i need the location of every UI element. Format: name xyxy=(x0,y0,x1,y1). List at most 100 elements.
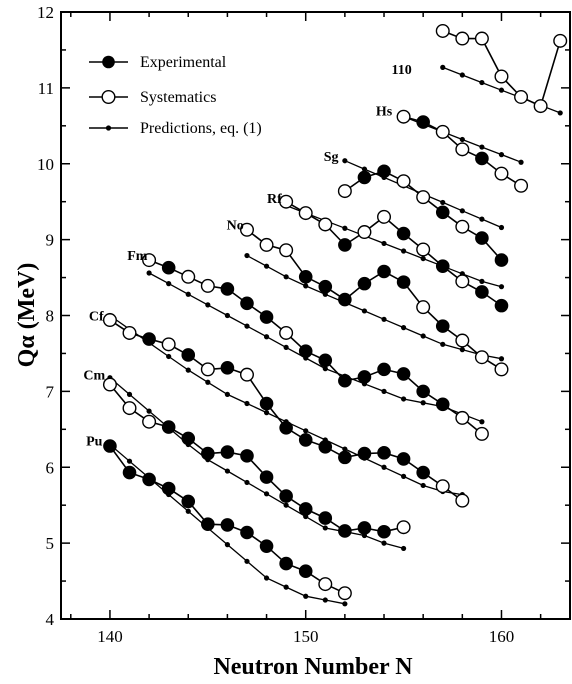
systematics-point xyxy=(122,401,137,416)
experimental-point xyxy=(298,270,313,284)
prediction-point xyxy=(440,64,446,70)
experimental-point xyxy=(279,489,293,503)
nucleus-label-no: No xyxy=(227,218,244,233)
prediction-point xyxy=(146,408,152,414)
prediction-point xyxy=(400,325,407,331)
prediction-point xyxy=(224,542,231,548)
systematics-point xyxy=(239,222,254,237)
prediction-point xyxy=(126,391,133,398)
plot-frame xyxy=(60,11,571,620)
nucleus-label-cm: Cm xyxy=(83,369,105,384)
systematics-point xyxy=(455,219,470,234)
systematics-point xyxy=(122,325,137,340)
experimental-point xyxy=(161,481,176,496)
nucleus-label-pu: Pu xyxy=(86,435,103,450)
systematics-point xyxy=(337,184,352,199)
experimental-point xyxy=(240,296,254,311)
prediction-point xyxy=(381,316,387,322)
y-tick-label: 5 xyxy=(46,534,55,553)
prediction-point xyxy=(440,199,446,206)
systematics-point xyxy=(474,350,489,365)
systematics-point xyxy=(239,367,254,382)
experimental-point xyxy=(181,494,196,509)
systematics-point xyxy=(435,479,450,494)
experimental-point xyxy=(357,276,372,291)
x-axis-title: Neutron Number N xyxy=(213,654,413,680)
series-hs xyxy=(396,109,529,193)
experimental-point xyxy=(122,465,137,480)
experimental-point xyxy=(279,420,293,435)
systematics-point xyxy=(396,520,411,535)
experimental-point xyxy=(338,238,352,252)
experimental-point xyxy=(377,264,391,279)
prediction-point xyxy=(381,240,387,247)
measured-line xyxy=(285,201,502,307)
systematics-point xyxy=(181,269,196,284)
systematics-point xyxy=(298,206,313,221)
experimental-point xyxy=(377,362,391,377)
prediction-point xyxy=(263,410,270,416)
systematics-point xyxy=(514,178,529,193)
experimental-point xyxy=(494,253,509,267)
systematics-point xyxy=(396,109,411,124)
prediction-point xyxy=(185,291,191,297)
experimental-point xyxy=(435,397,450,412)
systematics-point xyxy=(455,31,470,46)
experimental-point xyxy=(298,433,313,447)
prediction-point xyxy=(459,347,465,353)
prediction-point xyxy=(342,446,348,452)
prediction-point xyxy=(283,502,289,508)
prediction-point xyxy=(479,144,485,150)
prediction-point xyxy=(263,334,270,340)
experimental-point xyxy=(338,292,352,307)
prediction-point xyxy=(244,558,250,564)
prediction-point xyxy=(381,540,387,546)
y-axis-title: Qα (MeV) xyxy=(14,263,40,368)
prediction-point xyxy=(263,263,270,269)
experimental-point xyxy=(377,524,391,539)
prediction-line xyxy=(285,204,502,288)
legend-entry: Systematics xyxy=(89,89,216,106)
legend: Experimental Systematics Predictions, eq. … xyxy=(89,54,262,137)
experimental-point xyxy=(396,452,411,466)
measured-line xyxy=(109,383,404,533)
experimental-point xyxy=(318,439,333,454)
experimental-point xyxy=(298,344,313,358)
systematics-point xyxy=(318,577,333,592)
prediction-point xyxy=(322,597,328,603)
prediction-line xyxy=(246,255,502,360)
legend-entry: Predictions, eq. (1) xyxy=(89,120,262,137)
experimental-point xyxy=(259,396,274,411)
x-tick-label: 160 xyxy=(489,627,515,646)
experimental-point xyxy=(435,259,450,273)
axes: 140 150 160 4 5 6 7 8 9 10 11 12 xyxy=(37,3,571,646)
experimental-point xyxy=(279,556,293,571)
nucleus-label-hs: Hs xyxy=(376,105,393,120)
prediction-point xyxy=(185,508,191,514)
systematics-point xyxy=(435,23,450,38)
nucleus-label-fm: Fm xyxy=(127,249,148,264)
experimental-point xyxy=(357,170,372,185)
systematics-point xyxy=(161,337,176,352)
prediction-point xyxy=(459,208,465,214)
nucleus-label-110: 110 xyxy=(392,63,412,78)
experimental-point xyxy=(142,472,156,487)
experimental-point xyxy=(161,260,176,275)
prediction-point xyxy=(283,274,289,280)
prediction-point xyxy=(498,356,505,362)
prediction-point xyxy=(166,353,172,360)
prediction-point xyxy=(361,166,368,172)
prediction-point xyxy=(400,396,407,402)
prediction-point xyxy=(479,419,485,425)
experimental-point xyxy=(377,164,391,179)
prediction-point xyxy=(244,323,250,329)
experimental-point xyxy=(338,524,352,538)
prediction-point xyxy=(420,482,426,489)
systematics-point xyxy=(318,217,333,232)
systematics-point xyxy=(494,362,509,377)
systematics-point xyxy=(435,124,450,139)
systematics-point xyxy=(200,278,215,293)
experimental-point xyxy=(318,353,333,368)
series-cf xyxy=(102,312,470,508)
series-layer xyxy=(102,23,568,607)
